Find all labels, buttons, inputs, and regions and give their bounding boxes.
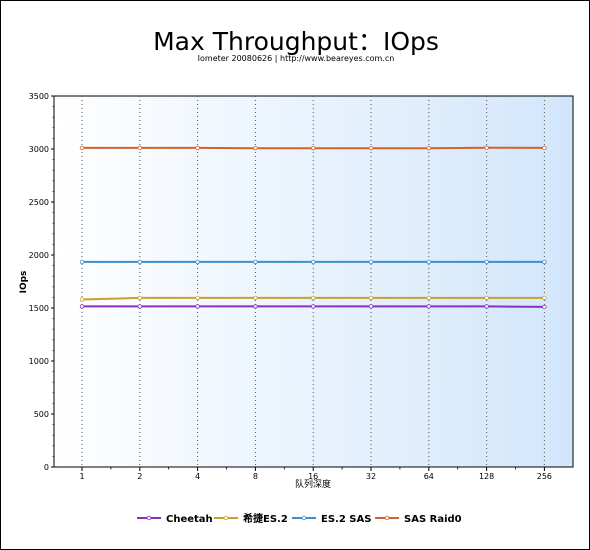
data-point (311, 304, 316, 309)
legend-label: SAS Raid0 (404, 514, 462, 525)
legend-marker (384, 515, 390, 521)
legend-item: 希捷ES.2 (214, 512, 288, 525)
legend-label: 希捷ES.2 (242, 512, 288, 525)
x-axis-label: 队列深度 (295, 478, 331, 490)
legend: Cheetah 希捷ES.2 ES.2 SAS SAS Raid0 (137, 512, 462, 525)
y-tick-label: 2500 (29, 198, 49, 207)
data-point (311, 259, 316, 265)
data-point (137, 304, 142, 309)
chart-subtitle: Iometer 20080626 | http://www.beareyes.c… (198, 54, 395, 63)
series-Cheetah (79, 304, 547, 310)
data-point (137, 145, 142, 151)
data-point (484, 304, 489, 309)
data-point (484, 145, 489, 150)
data-point (195, 304, 200, 309)
data-point (253, 259, 258, 265)
x-tick-label: 2 (137, 472, 142, 481)
data-point (195, 295, 200, 301)
data-point (368, 295, 374, 301)
data-point (542, 259, 547, 265)
data-point (426, 304, 431, 309)
x-tick-label: 64 (424, 472, 434, 481)
x-tick-label: 128 (479, 472, 494, 481)
plot-area (53, 95, 574, 468)
data-point (426, 259, 431, 265)
data-point (542, 145, 547, 151)
y-tick-label: 1000 (29, 357, 49, 366)
data-point (311, 145, 316, 151)
data-point (542, 304, 547, 310)
data-point (137, 259, 142, 265)
data-point (426, 145, 431, 151)
data-point (195, 145, 200, 151)
y-tick-label: 1500 (29, 304, 49, 313)
data-point (79, 304, 85, 309)
data-point (484, 259, 489, 265)
data-point (137, 295, 142, 301)
legend-item: Cheetah (137, 514, 213, 525)
x-tick-label: 16 (308, 472, 318, 481)
y-tick-label: 3500 (29, 92, 49, 101)
legend-item: SAS Raid0 (375, 514, 462, 525)
series-SAS Raid0 (79, 145, 547, 151)
x-tick-label: 4 (195, 472, 200, 481)
x-tick-label: 256 (537, 472, 552, 481)
series-希捷ES.2 (79, 295, 547, 302)
y-axis-label: IOps (19, 271, 29, 294)
y-tick-label: 2000 (29, 251, 49, 260)
series-ES.2 SAS (79, 259, 547, 265)
data-point (195, 259, 200, 265)
y-tick-label: 3000 (29, 145, 49, 154)
legend-marker (301, 515, 307, 521)
data-point (253, 304, 258, 309)
series-lines (79, 145, 547, 310)
data-point (253, 145, 258, 151)
axes: 0 500 1000 1500 2000 2500 3000 3500 1 2 4 8 16 32 64 12… (29, 92, 552, 481)
data-point (311, 295, 316, 301)
data-point (484, 295, 489, 301)
data-point (368, 304, 374, 309)
data-point (368, 145, 374, 151)
x-tick-label: 8 (253, 472, 258, 481)
data-point (79, 297, 85, 302)
data-point (426, 295, 431, 301)
y-tick-label: 500 (34, 410, 49, 419)
data-point (79, 145, 85, 151)
chart-title: Max Throughput：IOps (153, 27, 439, 56)
legend-marker (146, 515, 152, 521)
legend-marker (223, 515, 229, 521)
data-point (542, 295, 547, 301)
y-tick-label: 0 (44, 463, 49, 472)
x-tick-label: 1 (79, 472, 84, 481)
legend-item: ES.2 SAS (292, 514, 371, 525)
legend-label: ES.2 SAS (321, 514, 371, 525)
legend-label: Cheetah (166, 514, 213, 525)
x-tick-label: 32 (366, 472, 376, 481)
data-point (79, 259, 85, 265)
data-point (253, 295, 258, 301)
data-point (368, 259, 374, 265)
